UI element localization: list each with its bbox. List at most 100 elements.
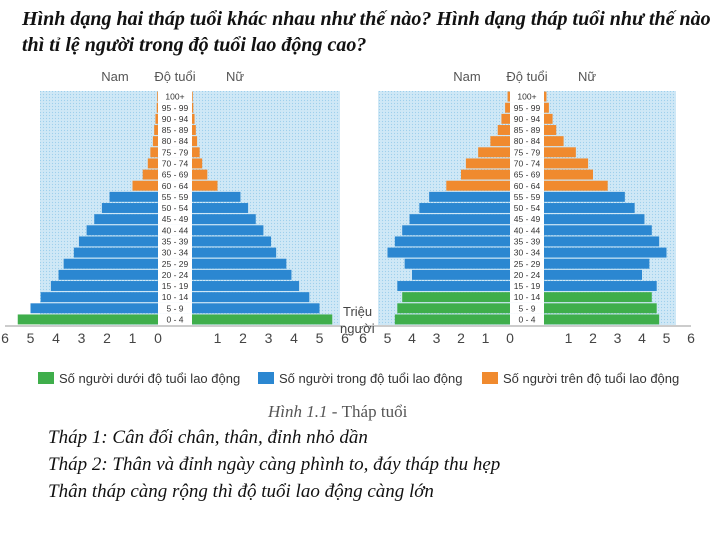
tick-label: 6	[1, 330, 9, 346]
bar-male-15-19	[50, 281, 158, 291]
bar-male-20-24	[412, 269, 510, 280]
age-label-box	[510, 258, 544, 270]
age-label-95-99: 95 - 99	[514, 103, 541, 113]
bar-female-20-24	[192, 269, 292, 280]
bar-male-70-74	[465, 158, 510, 169]
tick-label: 2	[589, 330, 597, 346]
tick-label: 3	[265, 330, 273, 346]
age-label-15-19: 15 - 19	[514, 281, 541, 291]
bar-male-90-94	[155, 113, 158, 124]
age-label-box	[510, 91, 544, 103]
bar-female-80-84	[544, 136, 564, 147]
note-line-1: Tháp 1: Cân đối chân, thân, đỉnh nhỏ dần	[48, 427, 368, 448]
bar-male-60-64	[446, 180, 510, 191]
tick-label: 2	[103, 330, 111, 346]
age-label-box	[158, 302, 192, 314]
age-label-55-59: 55 - 59	[514, 192, 541, 202]
age-label-60-64: 60 - 64	[162, 181, 189, 191]
tick-label: 6	[687, 330, 695, 346]
tick-label: 3	[78, 330, 86, 346]
age-label-box	[158, 224, 192, 236]
tick-label: 5	[316, 330, 324, 346]
age-label-box	[510, 291, 544, 303]
age-label-5-9: 5 - 9	[518, 303, 535, 313]
legend-label-2: Số người trong độ tuổi lao động	[279, 371, 462, 386]
bar-female-50-54	[544, 203, 635, 213]
bar-female-20-24	[544, 269, 642, 280]
bar-male-5-9	[30, 303, 158, 314]
age-label-box	[510, 124, 544, 136]
bar-female-70-74	[544, 158, 589, 169]
age-label-80-84: 80 - 84	[162, 136, 189, 146]
age-label-box	[158, 258, 192, 270]
age-label-45-49: 45 - 49	[162, 214, 189, 224]
age-label-box	[158, 102, 192, 114]
age-label-40-44: 40 - 44	[162, 225, 189, 235]
tick-label: 6	[341, 330, 349, 346]
legend-swatch-1	[38, 372, 54, 384]
age-label-95-99: 95 - 99	[162, 103, 189, 113]
age-label-box	[158, 135, 192, 147]
bar-male-85-89	[497, 125, 510, 135]
bar-male-45-49	[94, 214, 158, 225]
legend-swatch-3	[482, 372, 498, 384]
age-label-10-14: 10 - 14	[162, 292, 189, 302]
age-label-box	[510, 280, 544, 292]
tick-label: 4	[638, 330, 646, 346]
header-female: Nữ	[226, 69, 244, 84]
bar-female-55-59	[192, 191, 241, 202]
bar-male-80-84	[490, 136, 510, 147]
age-label-65-69: 65 - 69	[162, 170, 189, 180]
tick-label: 5	[663, 330, 671, 346]
age-label-box	[158, 157, 192, 169]
bar-male-45-49	[409, 214, 510, 225]
age-label-5-9: 5 - 9	[166, 303, 183, 313]
note-line-2: Tháp 2: Thân và đỉnh ngày càng phình to,…	[48, 454, 501, 475]
age-label-20-24: 20 - 24	[514, 270, 541, 280]
bar-male-50-54	[101, 203, 158, 213]
tick-label: 6	[359, 330, 367, 346]
bar-male-100+	[507, 91, 510, 102]
tick-label: 0	[506, 330, 514, 346]
bar-male-40-44	[402, 225, 510, 236]
age-label-box	[158, 202, 192, 214]
age-label-70-74: 70 - 74	[162, 159, 189, 169]
bar-female-25-29	[544, 258, 650, 269]
age-label-80-84: 80 - 84	[514, 136, 541, 146]
bar-female-100+	[544, 91, 547, 102]
bar-female-25-29	[192, 258, 287, 269]
bar-male-15-19	[397, 281, 510, 291]
tick-label: 0	[154, 330, 162, 346]
age-label-box	[510, 135, 544, 147]
age-label-box	[158, 113, 192, 125]
bar-female-35-39	[192, 236, 272, 247]
age-label-box	[158, 235, 192, 247]
tick-label: 4	[408, 330, 416, 346]
header-age: Độ tuổi	[154, 69, 195, 84]
age-label-box	[510, 191, 544, 203]
bar-female-90-94	[192, 113, 195, 124]
age-label-box	[158, 313, 192, 325]
bar-male-65-69	[142, 169, 158, 180]
bar-female-75-79	[544, 147, 576, 158]
bar-female-10-14	[192, 292, 310, 303]
bar-female-85-89	[544, 125, 557, 135]
tick-label: 2	[239, 330, 247, 346]
bar-male-85-89	[154, 125, 158, 135]
age-label-box	[510, 102, 544, 114]
bar-male-75-79	[150, 147, 158, 158]
legend-label-1: Số người dưới độ tuổi lao động	[59, 371, 240, 386]
age-label-box	[158, 124, 192, 136]
bar-female-80-84	[192, 136, 198, 147]
age-label-box	[510, 202, 544, 214]
bar-female-85-89	[192, 125, 196, 135]
tick-label: 3	[614, 330, 622, 346]
answer-notes: Tháp 1: Cân đối chân, thân, đỉnh nhỏ dần…	[48, 424, 500, 505]
age-label-85-89: 85 - 89	[514, 125, 541, 135]
age-label-35-39: 35 - 39	[514, 237, 541, 247]
bar-male-35-39	[78, 236, 158, 247]
bar-female-60-64	[192, 180, 218, 191]
age-label-box	[510, 169, 544, 181]
bar-female-0-4	[544, 314, 660, 325]
